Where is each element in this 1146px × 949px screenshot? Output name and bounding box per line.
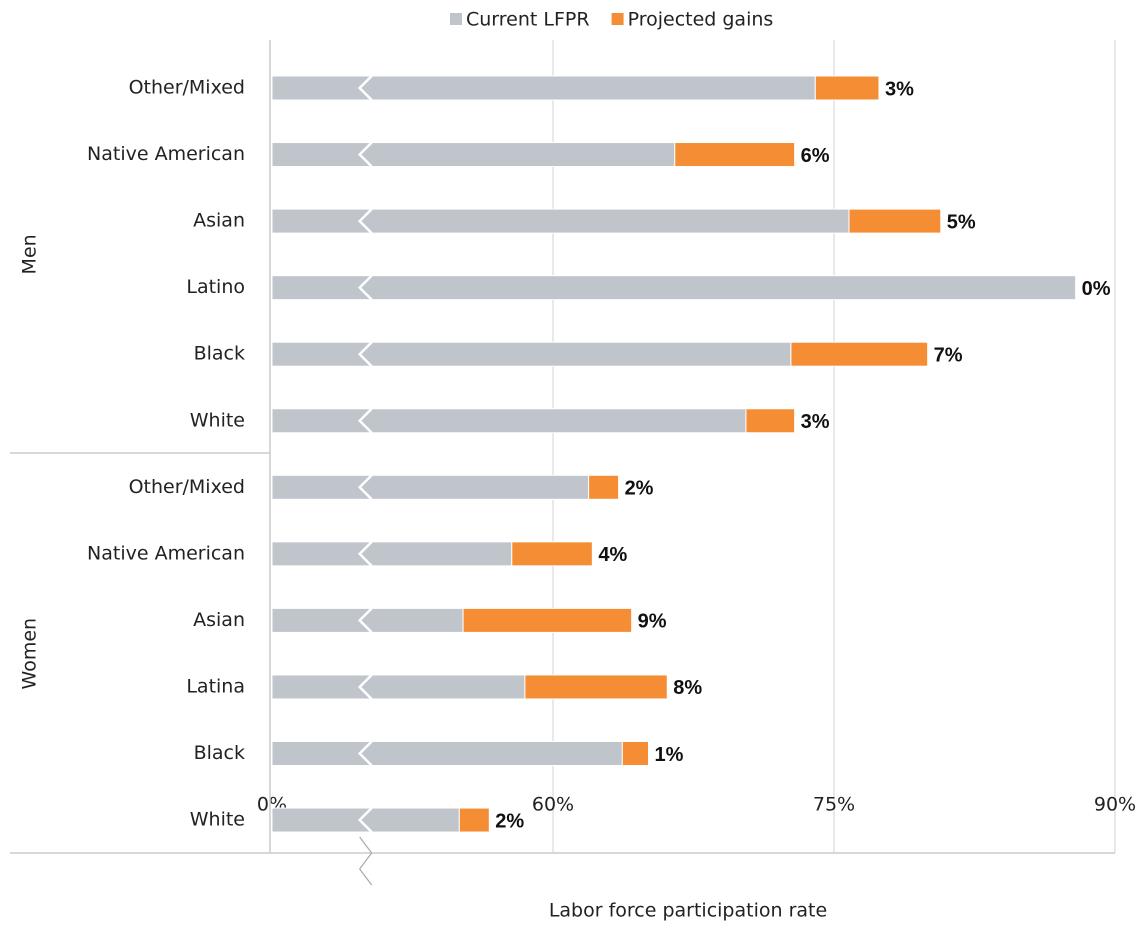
bar-segment — [524, 674, 668, 700]
bar-segment — [511, 541, 593, 567]
y-tick-label: Native American — [87, 143, 245, 165]
axis-break — [357, 341, 373, 368]
data-label: 1% — [655, 744, 684, 766]
legend-swatch — [611, 13, 624, 25]
legend-swatch — [450, 13, 462, 25]
bar-segment — [271, 275, 1077, 301]
data-label: 9% — [638, 611, 667, 633]
bar-segment — [271, 408, 747, 434]
y-tick-label: White — [190, 809, 245, 831]
bar-segment — [271, 142, 676, 168]
bar-segment — [271, 674, 526, 700]
bar-segment — [462, 607, 633, 633]
y-tick-label: Other/Mixed — [129, 476, 245, 498]
axis-break — [358, 836, 373, 886]
y-tick-label: Black — [194, 742, 245, 764]
y-tick-label: Asian — [193, 609, 245, 631]
x-tick-label: 60% — [532, 794, 574, 816]
axis-break — [357, 474, 373, 501]
data-label: 6% — [801, 145, 830, 167]
data-label: 5% — [947, 211, 976, 233]
bar-segment — [271, 541, 513, 567]
data-label: 0% — [1082, 278, 1111, 300]
data-label: 2% — [495, 810, 524, 832]
axis-break — [357, 674, 373, 700]
legend-label: Current LFPR — [466, 9, 590, 31]
x-tick-label: 75% — [813, 794, 855, 816]
bar-segment — [848, 208, 942, 234]
data-label: 7% — [934, 344, 963, 366]
bar-segment — [271, 75, 816, 101]
group-label: Men — [19, 234, 41, 274]
bar-segment — [588, 474, 620, 500]
bar-segment — [271, 341, 792, 367]
axis-break — [357, 740, 373, 767]
y-tick-label: Native American — [87, 542, 245, 564]
bar-segment — [458, 807, 490, 833]
bar-segment — [271, 807, 460, 833]
bar-segment — [674, 142, 796, 168]
bar-segment — [790, 341, 929, 367]
axis-break — [357, 75, 373, 101]
y-tick-label: Asian — [193, 210, 245, 232]
axis-break — [357, 274, 373, 301]
data-label: 2% — [625, 478, 654, 500]
bar-segment — [271, 741, 623, 766]
data-label: 4% — [598, 544, 627, 566]
y-tick-label: Black — [194, 343, 245, 365]
axis-break — [357, 141, 373, 168]
x-axis-title: Labor force participation rate — [549, 900, 827, 922]
data-label: 3% — [801, 411, 830, 433]
group-label: Women — [19, 618, 41, 690]
axis-break — [357, 540, 373, 567]
bar-segment — [745, 408, 796, 434]
bar-segment — [271, 474, 590, 500]
y-tick-label: Other/Mixed — [129, 77, 245, 99]
axis-break — [357, 807, 373, 833]
x-tick-label: 90% — [1094, 794, 1136, 816]
axis-break — [357, 407, 373, 434]
axis-break — [357, 607, 373, 634]
y-tick-label: Latina — [186, 675, 245, 697]
data-label: 8% — [673, 677, 702, 699]
y-tick-label: White — [190, 409, 245, 431]
y-tick-label: Latino — [186, 276, 245, 298]
axis-break — [357, 208, 373, 234]
data-label: 3% — [885, 78, 914, 100]
bar-segment — [814, 75, 880, 101]
legend-label: Projected gains — [628, 9, 774, 31]
bar-segment — [621, 741, 650, 766]
